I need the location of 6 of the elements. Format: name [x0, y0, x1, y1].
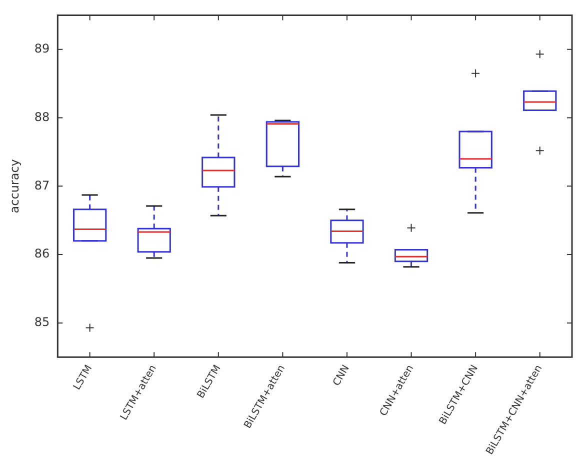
- y-axis-title: accuracy: [7, 159, 22, 214]
- y-tick-label: 87: [34, 178, 50, 192]
- y-tick-label: 86: [34, 246, 50, 261]
- y-tick-label: 89: [34, 42, 50, 56]
- y-tick-label: 88: [34, 110, 50, 124]
- y-tick-label: 85: [34, 315, 50, 330]
